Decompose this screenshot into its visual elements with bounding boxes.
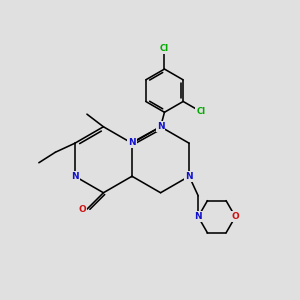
Text: N: N	[185, 172, 193, 181]
Text: N: N	[157, 122, 164, 131]
Text: N: N	[71, 172, 79, 181]
Text: N: N	[128, 138, 136, 147]
Text: N: N	[157, 122, 164, 131]
Text: N: N	[194, 212, 202, 221]
Text: N: N	[194, 212, 202, 221]
Text: O: O	[232, 212, 239, 221]
Text: O: O	[79, 205, 86, 214]
Text: Cl: Cl	[160, 44, 169, 53]
Text: N: N	[71, 172, 79, 181]
Text: O: O	[232, 212, 239, 221]
Text: N: N	[185, 172, 193, 181]
Text: N: N	[128, 138, 136, 147]
Text: O: O	[79, 205, 86, 214]
Text: Cl: Cl	[196, 107, 206, 116]
